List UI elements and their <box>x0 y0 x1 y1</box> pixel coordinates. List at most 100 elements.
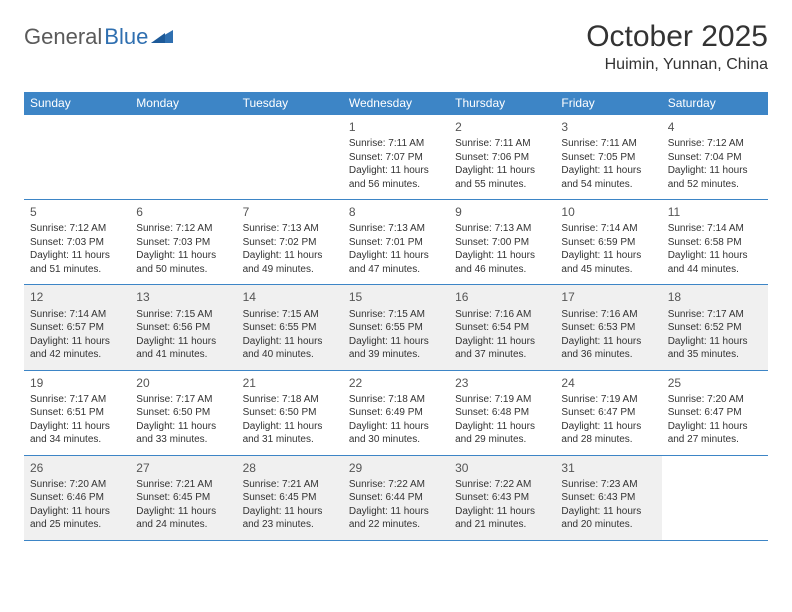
daylight-text: Daylight: 11 hours and 54 minutes. <box>561 164 655 191</box>
sunset-text: Sunset: 6:44 PM <box>349 491 443 505</box>
calendar-cell: 30Sunrise: 7:22 AMSunset: 6:43 PMDayligh… <box>449 455 555 540</box>
daylight-text: Daylight: 11 hours and 42 minutes. <box>30 335 124 362</box>
daylight-text: Daylight: 11 hours and 37 minutes. <box>455 335 549 362</box>
day-number: 5 <box>30 204 124 220</box>
calendar-table: Sunday Monday Tuesday Wednesday Thursday… <box>24 92 768 541</box>
day-number: 6 <box>136 204 230 220</box>
day-number: 25 <box>668 375 762 391</box>
day-number: 12 <box>30 289 124 305</box>
calendar-cell <box>237 115 343 200</box>
sunrise-text: Sunrise: 7:17 AM <box>668 308 762 322</box>
sunrise-text: Sunrise: 7:18 AM <box>349 393 443 407</box>
calendar-cell: 9Sunrise: 7:13 AMSunset: 7:00 PMDaylight… <box>449 200 555 285</box>
day-number: 15 <box>349 289 443 305</box>
calendar-cell: 11Sunrise: 7:14 AMSunset: 6:58 PMDayligh… <box>662 200 768 285</box>
sunset-text: Sunset: 6:57 PM <box>30 321 124 335</box>
calendar-cell: 18Sunrise: 7:17 AMSunset: 6:52 PMDayligh… <box>662 285 768 370</box>
calendar-cell: 24 Sunrise: 7:19 AMSunset: 6:47 PMDayligh… <box>555 370 661 455</box>
calendar-week-row: 19Sunrise: 7:17 AMSunset: 6:51 PMDayligh… <box>24 370 768 455</box>
day-header: Sunday <box>24 92 130 115</box>
daylight-text: Daylight: 11 hours and 35 minutes. <box>668 335 762 362</box>
calendar-cell: 15Sunrise: 7:15 AMSunset: 6:55 PMDayligh… <box>343 285 449 370</box>
header: GeneralBlue October 2025 Huimin, Yunnan,… <box>24 20 768 74</box>
day-number: 24 <box>561 375 655 391</box>
sunrise-text: Sunrise: 7:15 AM <box>136 308 230 322</box>
day-number: 31 <box>561 460 655 476</box>
sunset-text: Sunset: 6:56 PM <box>136 321 230 335</box>
sunset-text: Sunset: 7:01 PM <box>349 236 443 250</box>
day-header: Friday <box>555 92 661 115</box>
sunrise-text: Sunrise: 7:14 AM <box>668 222 762 236</box>
daylight-text: Daylight: 11 hours and 47 minutes. <box>349 249 443 276</box>
calendar-cell: 6 Sunrise: 7:12 AMSunset: 7:03 PMDaylight… <box>130 200 236 285</box>
day-number: 11 <box>668 204 762 220</box>
calendar-cell: 7Sunrise: 7:13 AMSunset: 7:02 PMDaylight… <box>237 200 343 285</box>
daylight-text: Daylight: 11 hours and 31 minutes. <box>243 420 337 447</box>
calendar-cell: 19Sunrise: 7:17 AMSunset: 6:51 PMDayligh… <box>24 370 130 455</box>
calendar-cell: 20Sunrise: 7:17 AMSunset: 6:50 PMDayligh… <box>130 370 236 455</box>
location: Huimin, Yunnan, China <box>586 56 768 74</box>
calendar-week-row: 5Sunrise: 7:12 AMSunset: 7:03 PMDaylight… <box>24 200 768 285</box>
calendar-cell: 26Sunrise: 7:20 AMSunset: 6:46 PMDayligh… <box>24 455 130 540</box>
sunset-text: Sunset: 6:48 PM <box>455 406 549 420</box>
sunrise-text: Sunrise: 7:18 AM <box>243 393 337 407</box>
day-number: 22 <box>349 375 443 391</box>
day-number: 9 <box>455 204 549 220</box>
day-number: 17 <box>561 289 655 305</box>
calendar-week-row: 26Sunrise: 7:20 AMSunset: 6:46 PMDayligh… <box>24 455 768 540</box>
day-number: 4 <box>668 119 762 135</box>
daylight-text: Daylight: 11 hours and 29 minutes. <box>455 420 549 447</box>
sunrise-text: Sunrise: 7:19 AM <box>561 393 655 407</box>
daylight-text: Daylight: 11 hours and 55 minutes. <box>455 164 549 191</box>
calendar-cell: 10Sunrise: 7:14 AMSunset: 6:59 PMDayligh… <box>555 200 661 285</box>
logo-triangle-icon <box>151 27 173 48</box>
sunset-text: Sunset: 7:03 PM <box>136 236 230 250</box>
sunset-text: Sunset: 6:47 PM <box>668 406 762 420</box>
day-number: 16 <box>455 289 549 305</box>
calendar-cell: 28Sunrise: 7:21 AMSunset: 6:45 PMDayligh… <box>237 455 343 540</box>
calendar-cell <box>24 115 130 200</box>
calendar-cell: 8Sunrise: 7:13 AMSunset: 7:01 PMDaylight… <box>343 200 449 285</box>
sunrise-text: Sunrise: 7:12 AM <box>668 137 762 151</box>
daylight-text: Daylight: 11 hours and 36 minutes. <box>561 335 655 362</box>
logo: GeneralBlue <box>24 24 173 50</box>
daylight-text: Daylight: 11 hours and 50 minutes. <box>136 249 230 276</box>
day-header: Wednesday <box>343 92 449 115</box>
sunset-text: Sunset: 6:47 PM <box>561 406 655 420</box>
daylight-text: Daylight: 11 hours and 52 minutes. <box>668 164 762 191</box>
sunset-text: Sunset: 6:51 PM <box>30 406 124 420</box>
calendar-cell <box>662 455 768 540</box>
daylight-text: Daylight: 11 hours and 28 minutes. <box>561 420 655 447</box>
sunset-text: Sunset: 6:49 PM <box>349 406 443 420</box>
daylight-text: Daylight: 11 hours and 56 minutes. <box>349 164 443 191</box>
day-number: 1 <box>349 119 443 135</box>
day-number: 20 <box>136 375 230 391</box>
daylight-text: Daylight: 11 hours and 40 minutes. <box>243 335 337 362</box>
sunset-text: Sunset: 7:00 PM <box>455 236 549 250</box>
sunrise-text: Sunrise: 7:11 AM <box>561 137 655 151</box>
day-number: 2 <box>455 119 549 135</box>
calendar-week-row: 1Sunrise: 7:11 AMSunset: 7:07 PMDaylight… <box>24 115 768 200</box>
sunrise-text: Sunrise: 7:21 AM <box>243 478 337 492</box>
sunrise-text: Sunrise: 7:16 AM <box>561 308 655 322</box>
day-header: Thursday <box>449 92 555 115</box>
sunset-text: Sunset: 7:03 PM <box>30 236 124 250</box>
sunrise-text: Sunrise: 7:20 AM <box>30 478 124 492</box>
calendar-cell: 5Sunrise: 7:12 AMSunset: 7:03 PMDaylight… <box>24 200 130 285</box>
sunset-text: Sunset: 6:45 PM <box>136 491 230 505</box>
sunset-text: Sunset: 7:02 PM <box>243 236 337 250</box>
day-number: 8 <box>349 204 443 220</box>
daylight-text: Daylight: 11 hours and 24 minutes. <box>136 505 230 532</box>
logo-word2: Blue <box>104 24 148 50</box>
calendar-cell: 4Sunrise: 7:12 AMSunset: 7:04 PMDaylight… <box>662 115 768 200</box>
logo-word1: General <box>24 24 102 50</box>
sunrise-text: Sunrise: 7:12 AM <box>136 222 230 236</box>
day-number: 23 <box>455 375 549 391</box>
calendar-cell: 17Sunrise: 7:16 AMSunset: 6:53 PMDayligh… <box>555 285 661 370</box>
day-number: 26 <box>30 460 124 476</box>
sunrise-text: Sunrise: 7:19 AM <box>455 393 549 407</box>
calendar-cell: 22Sunrise: 7:18 AMSunset: 6:49 PMDayligh… <box>343 370 449 455</box>
sunset-text: Sunset: 6:52 PM <box>668 321 762 335</box>
day-number: 30 <box>455 460 549 476</box>
daylight-text: Daylight: 11 hours and 46 minutes. <box>455 249 549 276</box>
